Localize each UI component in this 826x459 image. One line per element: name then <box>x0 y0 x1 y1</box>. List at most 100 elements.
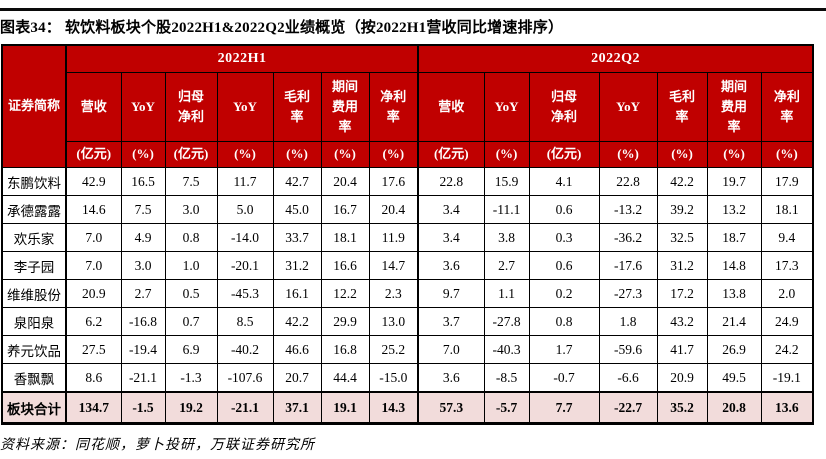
group-header-row: 证券简称 2022H1 2022Q2 <box>1 44 814 168</box>
data-cell: 3.4 <box>417 195 485 224</box>
col-header-h1-net-profit: 归母 净利 <box>164 72 218 142</box>
col-header-h1-yoy2: YoY <box>216 72 274 142</box>
data-cell: 0.3 <box>528 223 600 252</box>
data-cell: 0.2 <box>528 279 600 308</box>
total-cell: 19.2 <box>164 391 218 424</box>
data-cell: 42.2 <box>656 167 708 196</box>
table-row-chengde: 承德露露 14.6 7.5 3.0 5.0 45.0 16.7 20.4 3.4… <box>1 195 814 224</box>
col-header-h1-gross-margin: 毛利 率 <box>272 72 322 142</box>
data-cell: 0.6 <box>528 251 600 280</box>
data-cell: -45.3 <box>216 279 274 308</box>
unit-cell: (%) <box>368 141 419 168</box>
data-cell: -20.1 <box>216 251 274 280</box>
table-row-xiangpiaopiao: 香飘飘 8.6 -21.1 -1.3 -107.6 20.7 44.4 -15.… <box>1 363 814 393</box>
unit-cell: (%) <box>760 141 814 168</box>
data-cell: 20.9 <box>656 363 708 393</box>
data-cell: 20.7 <box>272 363 322 393</box>
data-cell: 20.9 <box>65 279 122 308</box>
soft-drink-performance-table: 证券简称 2022H1 2022Q2 营收 YoY 归母 净利 YoY 毛利 率… <box>1 44 815 425</box>
data-cell: 32.5 <box>656 223 708 252</box>
stock-name-cell: 维维股份 <box>1 279 67 308</box>
unit-cell: (%) <box>598 141 658 168</box>
data-cell: 6.9 <box>164 335 218 364</box>
data-cell: 5.0 <box>216 195 274 224</box>
total-cell: 14.3 <box>368 391 419 424</box>
unit-cell: (%) <box>120 141 166 168</box>
data-cell: 16.8 <box>320 335 370 364</box>
data-cell: 14.7 <box>368 251 419 280</box>
total-cell: 37.1 <box>272 391 322 424</box>
total-cell: 7.7 <box>528 391 600 424</box>
table-row-dongpeng: 东鹏饮料 42.9 16.5 7.5 11.7 42.7 20.4 17.6 2… <box>1 167 814 196</box>
unit-cell: (%) <box>272 141 322 168</box>
unit-cell: (%) <box>706 141 762 168</box>
data-cell: -27.8 <box>483 307 530 336</box>
data-cell: 1.8 <box>598 307 658 336</box>
group-header-2022h1: 2022H1 <box>64 44 419 73</box>
data-cell: -15.0 <box>368 363 419 393</box>
data-cell: 44.4 <box>320 363 370 393</box>
data-cell: 46.6 <box>272 335 322 364</box>
data-cell: -14.0 <box>216 223 274 252</box>
column-header-row: 营收 YoY 归母 净利 YoY 毛利 率 期间 费用 率 净利 率 营收 Yo… <box>2 72 814 142</box>
unit-cell: (亿元) <box>65 141 122 168</box>
data-cell: -107.6 <box>216 363 274 393</box>
data-cell: 7.5 <box>164 167 218 196</box>
data-cell: 0.7 <box>164 307 218 336</box>
col-header-q2-expense-ratio: 期间 费用 率 <box>706 72 762 142</box>
data-cell: 15.9 <box>483 167 530 196</box>
data-cell: 2.0 <box>760 279 814 308</box>
data-cell: 3.7 <box>417 307 485 336</box>
total-cell: -5.7 <box>483 391 530 424</box>
data-cell: -19.4 <box>120 335 166 364</box>
data-cell: 3.8 <box>483 223 530 252</box>
data-cell: 9.4 <box>760 223 814 252</box>
data-cell: 16.7 <box>320 195 370 224</box>
unit-cell: (%) <box>320 141 370 168</box>
data-cell: 19.7 <box>706 167 762 196</box>
data-cell: 18.7 <box>706 223 762 252</box>
data-cell: 3.4 <box>417 223 485 252</box>
data-cell: 29.9 <box>320 307 370 336</box>
col-header-q2-yoy2: YoY <box>598 72 658 142</box>
data-cell: 7.0 <box>417 335 485 364</box>
col-header-h1-expense-ratio: 期间 费用 率 <box>320 72 370 142</box>
data-cell: 20.4 <box>368 195 419 224</box>
data-cell: 31.2 <box>656 251 708 280</box>
total-label-cell: 板块合计 <box>1 391 67 424</box>
data-cell: 13.8 <box>706 279 762 308</box>
col-header-q2-net-profit: 归母 净利 <box>528 72 600 142</box>
data-cell: 11.7 <box>216 167 274 196</box>
col-header-q2-net-margin: 净利 率 <box>760 72 814 142</box>
table-body: 东鹏饮料 42.9 16.5 7.5 11.7 42.7 20.4 17.6 2… <box>1 167 814 424</box>
table-row-huanlejia: 欢乐家 7.0 4.9 0.8 -14.0 33.7 18.1 11.9 3.4… <box>1 223 814 252</box>
data-cell: 11.9 <box>368 223 419 252</box>
data-cell: 2.3 <box>368 279 419 308</box>
data-cell: 45.0 <box>272 195 322 224</box>
data-cell: 42.2 <box>272 307 322 336</box>
data-cell: 2.7 <box>483 251 530 280</box>
total-cell: 13.6 <box>760 391 814 424</box>
data-cell: 1.1 <box>483 279 530 308</box>
data-cell: 13.0 <box>368 307 419 336</box>
data-cell: 20.4 <box>320 167 370 196</box>
unit-cell: (%) <box>216 141 274 168</box>
data-cell: 27.5 <box>65 335 122 364</box>
data-cell: -16.8 <box>120 307 166 336</box>
data-cell: 3.0 <box>120 251 166 280</box>
data-cell: 22.8 <box>417 167 485 196</box>
total-cell: -21.1 <box>216 391 274 424</box>
data-cell: 13.2 <box>706 195 762 224</box>
data-cell: 33.7 <box>272 223 322 252</box>
data-cell: 24.2 <box>760 335 814 364</box>
data-cell: -59.6 <box>598 335 658 364</box>
col-header-h1-yoy: YoY <box>120 72 166 142</box>
data-cell: 26.9 <box>706 335 762 364</box>
data-cell: 7.0 <box>65 223 122 252</box>
data-cell: 24.9 <box>760 307 814 336</box>
data-cell: 7.0 <box>65 251 122 280</box>
data-cell: 12.2 <box>320 279 370 308</box>
unit-cell: (亿元) <box>417 141 485 168</box>
total-cell: 35.2 <box>656 391 708 424</box>
data-cell: 43.2 <box>656 307 708 336</box>
